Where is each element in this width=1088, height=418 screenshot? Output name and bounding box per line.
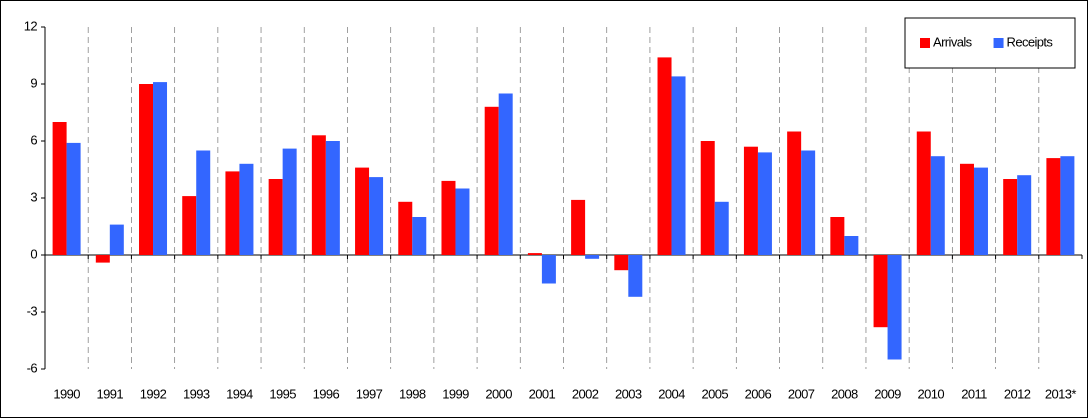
legend-swatch xyxy=(993,38,1004,48)
bar xyxy=(844,236,859,255)
x-tick-label: 1991 xyxy=(97,386,124,401)
x-tick-label: 1998 xyxy=(399,386,426,401)
legend-label: Receipts xyxy=(1007,34,1054,49)
bar xyxy=(787,131,802,255)
bar xyxy=(441,180,456,255)
bar xyxy=(369,177,384,255)
x-tick-label: 2013* xyxy=(1045,386,1077,401)
x-tick-label: 2003 xyxy=(615,386,642,401)
bar xyxy=(196,150,211,255)
bar xyxy=(887,255,902,360)
bar xyxy=(700,141,715,255)
y-tick-label: -6 xyxy=(27,360,38,375)
bar xyxy=(398,201,413,255)
bar xyxy=(930,156,945,255)
bar xyxy=(959,163,974,255)
bar xyxy=(225,171,240,255)
bar xyxy=(541,255,556,284)
bar xyxy=(614,255,629,271)
legend-swatch xyxy=(920,38,930,48)
x-tick-label: 2010 xyxy=(918,386,945,401)
bar xyxy=(628,255,643,297)
y-tick-label: 0 xyxy=(30,246,37,261)
x-tick-label: 1999 xyxy=(442,386,469,401)
bar xyxy=(801,150,816,255)
x-tick-label: 2012 xyxy=(1004,386,1031,401)
x-tick-label: 2000 xyxy=(485,386,512,401)
y-tick-label: -3 xyxy=(27,303,38,318)
bar xyxy=(239,163,254,255)
x-tick-label: 2004 xyxy=(658,386,685,401)
bar xyxy=(455,188,470,255)
bar xyxy=(757,152,772,255)
bar xyxy=(916,131,931,255)
x-tick-label: 1994 xyxy=(226,386,253,401)
bar xyxy=(973,167,988,255)
bar xyxy=(139,84,154,255)
bar xyxy=(873,255,888,328)
bar xyxy=(268,179,283,255)
bar xyxy=(153,82,168,255)
y-tick-label: 6 xyxy=(30,132,37,147)
x-tick-label: 2011 xyxy=(961,386,987,401)
x-tick-label: 2008 xyxy=(831,386,858,401)
bar xyxy=(498,93,513,255)
bar xyxy=(1046,158,1061,255)
legend-label: Arrivals xyxy=(933,34,973,49)
bar xyxy=(585,255,600,259)
bar xyxy=(671,76,686,256)
x-tick-label: 1990 xyxy=(53,386,80,401)
bar xyxy=(527,253,542,255)
bar xyxy=(95,255,110,263)
bar xyxy=(830,217,845,255)
x-tick-label: 2001 xyxy=(529,386,556,401)
x-tick-label: 1993 xyxy=(183,386,210,401)
bar xyxy=(1060,156,1075,255)
bar xyxy=(282,148,297,255)
bar xyxy=(657,57,672,256)
bar xyxy=(52,122,67,255)
bar xyxy=(355,167,370,255)
bar xyxy=(66,142,81,255)
x-tick-label: 1997 xyxy=(356,386,383,401)
x-tick-label: 1996 xyxy=(313,386,340,401)
bar xyxy=(1003,179,1018,255)
bar xyxy=(182,196,197,255)
x-tick-label: 1992 xyxy=(140,386,167,401)
bar xyxy=(743,146,758,255)
y-tick-label: 9 xyxy=(30,75,37,90)
bar xyxy=(311,135,326,255)
bar xyxy=(325,141,340,255)
x-tick-label: 2005 xyxy=(701,386,728,401)
x-tick-label: 2002 xyxy=(572,386,599,401)
bar xyxy=(484,106,499,255)
y-tick-label: 12 xyxy=(24,18,38,33)
x-tick-label: 2009 xyxy=(874,386,901,401)
bar xyxy=(109,224,124,255)
bar xyxy=(571,199,586,255)
bar xyxy=(714,201,729,255)
legend-box xyxy=(904,17,1076,69)
bar xyxy=(412,217,427,255)
y-tick-label: 3 xyxy=(30,189,37,204)
bar xyxy=(1017,175,1032,255)
x-tick-label: 1995 xyxy=(269,386,296,401)
x-tick-label: 2007 xyxy=(788,386,815,401)
x-tick-label: 2006 xyxy=(745,386,772,401)
